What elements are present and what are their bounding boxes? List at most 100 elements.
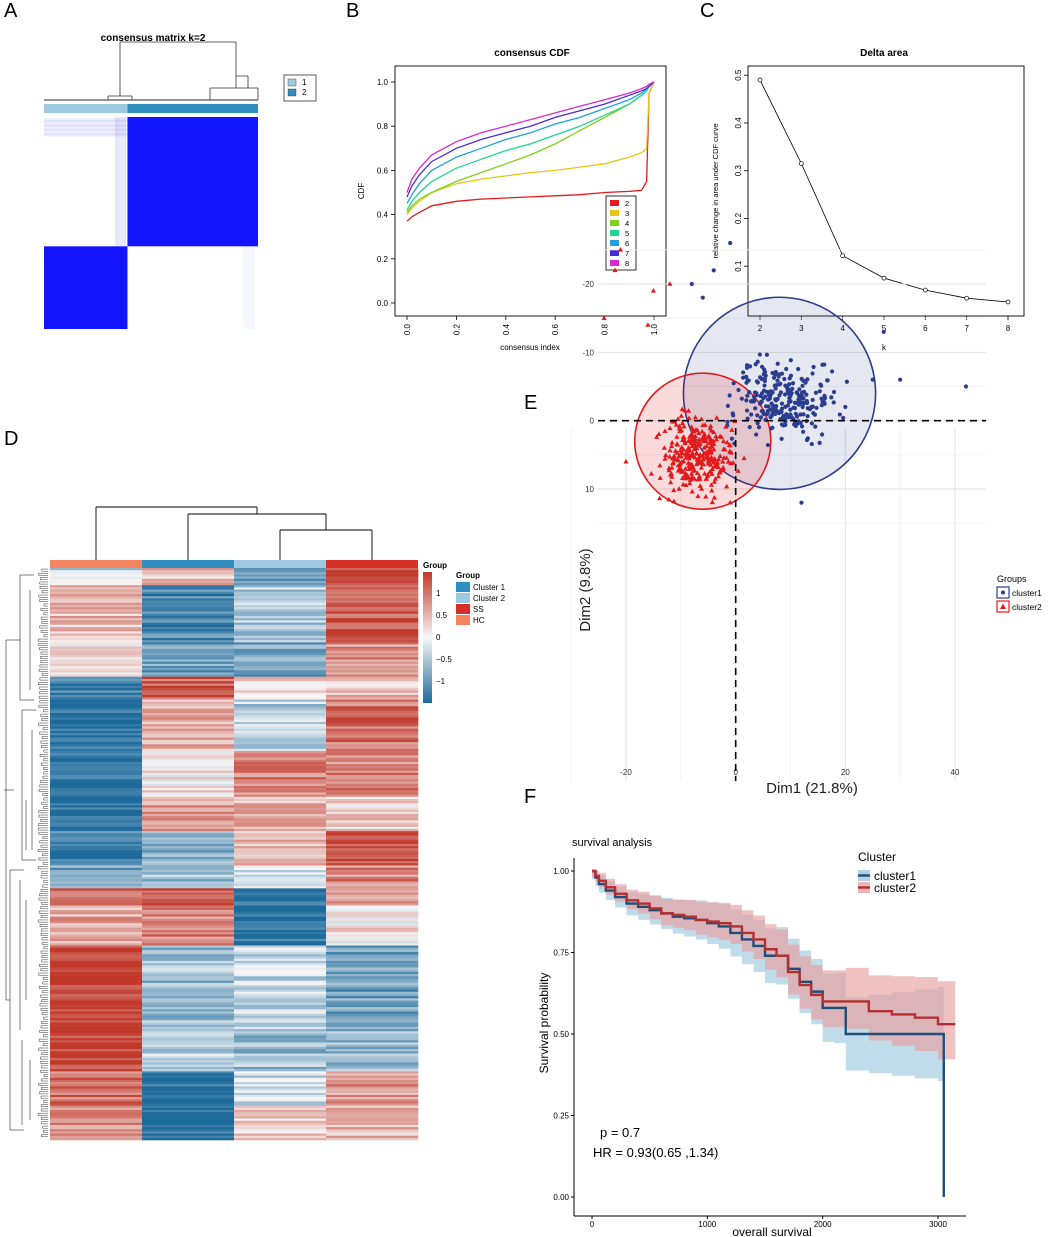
heatmap-cell: [326, 905, 419, 909]
heatmap-cell: [142, 1090, 235, 1094]
heatmap-cell: [142, 846, 235, 849]
heatmap-cell: [234, 733, 327, 736]
heatmap-cell: [326, 665, 419, 669]
heatmap-cell: [326, 870, 419, 873]
pca-legend-key-cluster1: [996, 586, 1010, 599]
heatmap-cell: [50, 615, 143, 619]
heatmap-cell: [142, 848, 235, 851]
pca-point-cluster1: [773, 386, 778, 391]
heatmap-cell: [50, 1049, 143, 1052]
heatmap-cell: [142, 596, 235, 599]
pca-point-cluster1: [788, 399, 793, 404]
pca-point-cluster1: [766, 393, 772, 398]
surv-ylabel: Survival probability: [537, 973, 551, 1074]
heatmap-cell: [234, 927, 327, 931]
cdf-line-k8: [406, 81, 655, 193]
group-legend-label: SS: [473, 605, 484, 614]
heatmap-cell: [326, 816, 419, 819]
heatmap-cell: [142, 685, 235, 689]
consensus-dendrogram: [107, 41, 259, 100]
heatmap-cell: [142, 824, 235, 828]
heatmap-cell: [142, 659, 235, 662]
heatmap-cell: [326, 1120, 419, 1124]
pca-legend-label-cluster2: cluster2: [1012, 602, 1042, 612]
heatmap-cell: [50, 775, 143, 778]
heatmap-cell: [142, 757, 235, 761]
heatmap-cell: [50, 912, 143, 915]
heatmap-cell: [234, 1101, 327, 1104]
heatmap-cell: [234, 653, 327, 656]
heatmap-cell: [142, 724, 235, 727]
pca-point-cluster2: [670, 459, 676, 465]
pca-legend-title: Groups: [997, 574, 1027, 584]
heatmap-cell: [326, 1086, 419, 1089]
heatmap-cell: [326, 936, 419, 940]
legend-label-2: 2: [302, 88, 307, 97]
heatmap-cell: [234, 692, 327, 696]
heatmap-cell: [142, 1026, 235, 1030]
heatmap-cell: [142, 761, 235, 765]
heatmap-cell: [234, 963, 327, 966]
heatmap-cell: [234, 841, 327, 845]
heatmap-cell: [234, 683, 327, 687]
pca-xtick-label: 20: [841, 768, 850, 777]
column-dendrogram: [95, 506, 373, 560]
heatmap-cell: [142, 764, 235, 767]
heatmap-cell: [50, 637, 143, 641]
pca-point-cluster2: [709, 499, 715, 505]
heatmap-cell: [50, 757, 143, 761]
heatmap-cell: [234, 1129, 327, 1132]
heatmap-cell: [234, 881, 327, 885]
heatmap-cell: [234, 781, 327, 785]
heatmap-cell: [50, 699, 143, 703]
surv-pvalue: p = 0.7: [600, 1125, 640, 1140]
heatmap-cell: [142, 1099, 235, 1102]
heatmap-cell: [142, 839, 235, 843]
heatmap-cell: [234, 905, 327, 909]
heatmap-cell: [50, 753, 143, 756]
heatmap-cell: [234, 777, 327, 780]
delta-xtick-label: 4: [840, 324, 845, 333]
heatmap-cell: [142, 813, 235, 817]
heatmap-cell: [326, 929, 419, 933]
heatmap-cell: [326, 719, 419, 723]
pca-point-cluster1: [809, 421, 814, 426]
pca-point-cluster2: [667, 425, 673, 431]
heatmap-cell: [50, 925, 143, 929]
pca-point-cluster2: [617, 247, 624, 252]
heatmap-cell: [234, 894, 327, 898]
heatmap-cell: [234, 1026, 327, 1030]
heatmap-cell: [142, 859, 235, 862]
pca-point-cluster1: [764, 389, 769, 394]
pca-point-cluster1: [817, 389, 822, 394]
delta-point: [798, 161, 804, 166]
heatmap-cell: [326, 1044, 419, 1048]
pca-point-cluster1: [820, 362, 825, 367]
heatmap-cell: [234, 796, 327, 800]
heatmap-cell: [142, 589, 235, 593]
heatmap-cell: [234, 909, 327, 913]
pca-legend-key-cluster2: [996, 600, 1010, 613]
heatmap-cell: [234, 943, 327, 946]
pca-point-cluster2: [681, 423, 687, 429]
heatmap-cell: [234, 792, 327, 795]
heatmap-cell: [50, 1022, 143, 1026]
heatmap-cell: [234, 1120, 327, 1124]
heatmap-cell: [326, 1062, 419, 1065]
pca-point-cluster2: [720, 459, 726, 464]
pca-point-cluster2: [703, 493, 709, 499]
heatmap-cell: [142, 635, 235, 639]
heatmap-cell: [234, 620, 327, 623]
delta-ytick-label: 0.5: [734, 69, 743, 81]
heatmap-cell: [50, 1015, 143, 1019]
heatmap-cell: [142, 704, 235, 707]
pca-point-cluster1: [755, 413, 760, 418]
heatmap-cell: [50, 993, 143, 997]
heatmap-cell: [326, 993, 419, 997]
pca-point-cluster2: [692, 433, 698, 439]
pca-point-cluster2: [682, 440, 688, 446]
heatmap-cell: [50, 613, 143, 617]
pca-point-cluster1: [744, 374, 749, 379]
heatmap-cell: [142, 1037, 235, 1041]
pca-point-cluster1: [749, 412, 754, 417]
